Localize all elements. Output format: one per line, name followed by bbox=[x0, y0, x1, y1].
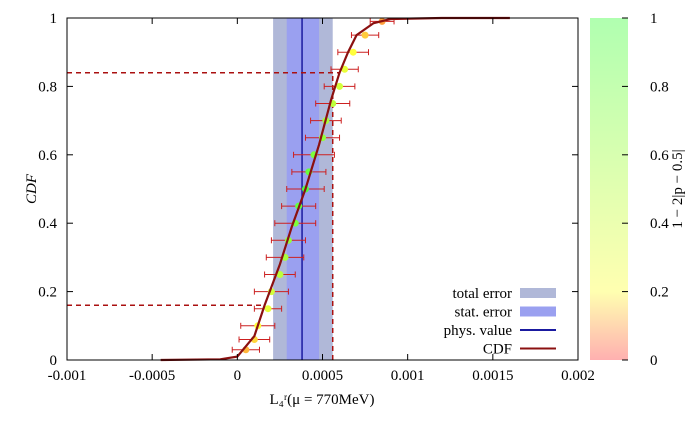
colorbar-tick-label: 0.4 bbox=[650, 216, 669, 232]
x-tick-label: 0.0005 bbox=[302, 368, 343, 384]
y-tick-label: 0.2 bbox=[38, 285, 57, 301]
x-tick-label: -0.001 bbox=[48, 368, 87, 384]
x-label: L₄ʳ(μ = 770MeV) bbox=[270, 392, 375, 408]
colorbar-tick-label: 1 bbox=[650, 11, 658, 27]
y-tick-label: 0.6 bbox=[38, 148, 57, 164]
legend-swatch bbox=[520, 288, 556, 298]
colorbar-tick-label: 0 bbox=[650, 353, 658, 369]
cdf-line bbox=[160, 16, 510, 362]
x-tick-label: 0.001 bbox=[391, 368, 425, 384]
point bbox=[264, 305, 272, 313]
legend-label: stat. error bbox=[455, 305, 512, 321]
colorbar-tick-label: 0.2 bbox=[650, 285, 669, 301]
y-tick-label: 0.8 bbox=[38, 79, 57, 95]
colorbar bbox=[590, 18, 628, 360]
x-tick-label: 0.002 bbox=[561, 368, 595, 384]
x-tick-label: 0.0015 bbox=[472, 368, 513, 384]
point bbox=[349, 48, 357, 56]
point bbox=[336, 82, 344, 90]
legend-swatch bbox=[520, 306, 556, 317]
colorbar-label: 1 − 2|p − 0.5| bbox=[670, 149, 686, 228]
colorbar-tick-label: 0.8 bbox=[650, 79, 669, 95]
y-tick-label: 0 bbox=[50, 353, 58, 369]
legend-label: phys. value bbox=[444, 323, 513, 339]
legend-label: total error bbox=[452, 286, 512, 302]
point bbox=[276, 271, 284, 278]
legend-label: CDF bbox=[483, 342, 512, 358]
x-tick-label: 0 bbox=[234, 368, 242, 384]
colorbar-tick-label: 0.6 bbox=[650, 148, 669, 164]
point bbox=[341, 65, 349, 73]
y-tick-label: 0.4 bbox=[38, 216, 57, 232]
y-tick-label: 1 bbox=[50, 11, 58, 27]
x-tick-label: -0.0005 bbox=[129, 368, 175, 384]
point bbox=[361, 31, 369, 39]
y-label: CDF bbox=[24, 173, 40, 204]
